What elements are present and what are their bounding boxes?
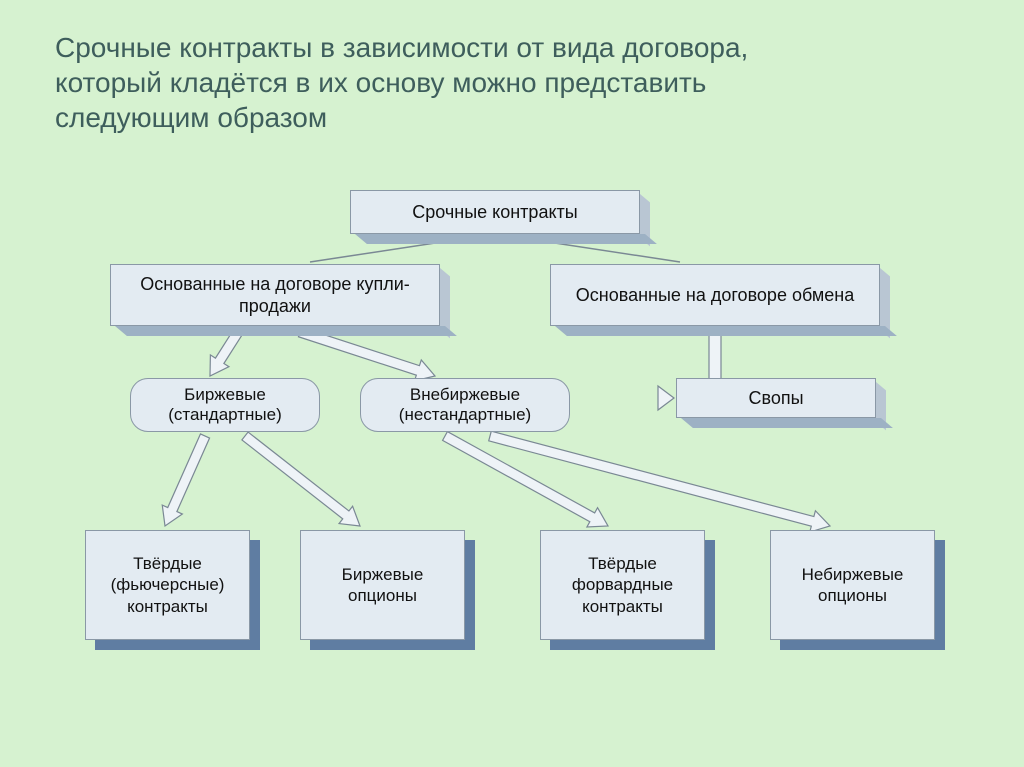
node-futures: Твёрдые (фьючерсные) контракты (85, 530, 260, 650)
node-nopt: Небиржевые опционы (770, 530, 945, 650)
node-exch-label: Основанные на договоре обмена (550, 264, 880, 326)
node-bopt-label: Биржевые опционы (300, 530, 465, 640)
node-nopt-label: Небиржевые опционы (770, 530, 935, 640)
node-buy: Основанные на договоре купли-продажи (110, 264, 440, 326)
node-buy-label: Основанные на договоре купли-продажи (110, 264, 440, 326)
node-birzh: Биржевые (стандартные) (130, 378, 320, 432)
node-forward: Твёрдые форвардные контракты (540, 530, 715, 650)
node-bopt: Биржевые опционы (300, 530, 475, 650)
node-swaps: Свопы (676, 378, 876, 418)
page-title: Срочные контракты в зависимости от вида … (55, 30, 835, 135)
node-futures-label: Твёрдые (фьючерсные) контракты (85, 530, 250, 640)
node-root-label: Срочные контракты (350, 190, 640, 234)
node-vnebirzh: Внебиржевые (нестандартные) (360, 378, 570, 432)
node-exch: Основанные на договоре обмена (550, 264, 880, 326)
node-forward-label: Твёрдые форвардные контракты (540, 530, 705, 640)
node-swaps-label: Свопы (676, 378, 876, 418)
node-root: Срочные контракты (350, 190, 640, 234)
